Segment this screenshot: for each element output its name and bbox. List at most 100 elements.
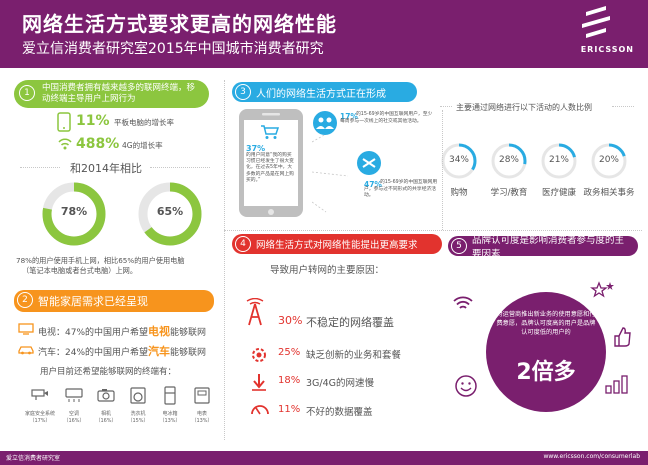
footer-bar: 爱立信消费者研究室 www.ericsson.com/consumerlab (0, 451, 648, 465)
page-title: 网络生活方式要求更高的网络性能 (22, 12, 337, 36)
page-subtitle: 爱立信消费者研究室2015年中国城市消费者研究 (22, 41, 324, 57)
reason3-label: 3G/4G的网速慢 (306, 378, 375, 389)
wifi-icon (453, 296, 473, 309)
car-stat-suffix: 能够联网 (170, 348, 207, 358)
activities-title: 主要通过网络进行以下活动的人数比例 (456, 103, 592, 112)
bubble2-pct: 47% (364, 180, 382, 189)
reason1-label: 不稳定的网络覆盖 (306, 316, 394, 329)
header-banner: 网络生活方式要求更高的网络性能 爱立信消费者研究室2015年中国城市消费者研究 … (0, 0, 648, 68)
section4-heading: 网络生活方式对网络性能提出更高要求 (256, 240, 418, 251)
footer-url[interactable]: www.ericsson.com/consumerlab (543, 453, 640, 460)
divider (612, 106, 634, 107)
section3-heading-tag: 3 人们的网络生活方式正在形成 (232, 82, 417, 102)
activity-pct: 34% (448, 155, 469, 165)
social-people-icon (313, 111, 337, 135)
meter-icon (194, 387, 210, 404)
brand-circle (486, 292, 606, 412)
device-pct: （13%） (191, 418, 213, 424)
device-pct: （15%） (127, 418, 149, 424)
4g-signal-icon (58, 138, 72, 150)
mobile-donut-value: 78% (60, 205, 88, 218)
activity-ring (541, 143, 577, 179)
device-name: 空调 (68, 411, 79, 417)
smiley-face-icon (455, 375, 477, 397)
washing-machine-icon (130, 387, 146, 404)
connector-lines (312, 133, 349, 213)
activity-pct: 20% (598, 155, 619, 165)
device-pct: （13%） (159, 418, 181, 424)
reason4-label: 不好的数据覆盖 (306, 407, 373, 418)
reason2-label: 缺乏创新的业务和套餐 (306, 350, 402, 361)
device-name: 洗衣机 (130, 411, 146, 417)
section3-heading: 人们的网络生活方式正在形成 (256, 88, 386, 100)
mobile-donut-chart (42, 182, 106, 246)
section4-heading-tag: 4 网络生活方式对网络性能提出更高要求 (232, 234, 442, 254)
bubble2-text: 的15-69岁的中国互联网用户，参与过不同形式的共享经济活动。 (364, 180, 438, 198)
reason1-pct: 30% (278, 314, 303, 327)
divider (150, 167, 210, 168)
section2-heading-tag: 2 智能家居需求已经呈现 (14, 290, 214, 312)
section5-heading-tag: 5 品牌认可度是影响消费者参与度的主要因素 (448, 235, 638, 260)
brand-circle-text: 对运营商推出新业务的使用意愿和付费意愿，品牌认可度高的用户是品牌认可度低的用户的 (496, 311, 596, 336)
device-name: 电表 (196, 411, 207, 417)
activity-pct: 21% (548, 155, 569, 165)
device-pct: （16%） (95, 418, 117, 424)
section1-heading: 中国消费者拥有越来越多的联网终端，移动终端主导用户上网行为 (42, 83, 196, 104)
share-economy-icon (357, 151, 381, 175)
footer-left-text: 爱立信消费者研究室 (6, 455, 61, 462)
section1-note-line2: （笔记本电脑或者台式电脑）上网。 (22, 266, 138, 275)
section3-number: 3 (235, 84, 251, 100)
tv-stat-highlight: 电视 (148, 325, 171, 338)
bubble1-pct: 17% (340, 112, 358, 121)
data-gauge-icon (251, 405, 269, 415)
thumbs-up-icon (614, 327, 631, 347)
bubble1-text: 的15-69岁的中国互联网用户，至少每周参与一次线上的社交或其他活动。 (340, 112, 433, 124)
brand-multiplier: 2倍多 (516, 360, 576, 385)
section1-number: 1 (19, 85, 35, 101)
activity-label: 医疗健康 (541, 188, 576, 198)
tablet-icon (57, 112, 71, 132)
shopping-cart-icon (261, 125, 280, 139)
activity-label: 学习/教育 (490, 188, 528, 198)
tv-icon (18, 323, 34, 335)
coins-chart-icon (605, 375, 628, 394)
compare-title: 和2014年相比 (70, 162, 142, 175)
dotted-separator (224, 230, 642, 231)
4g-growth-value: 488% (76, 136, 120, 152)
star-rating-icon (590, 281, 614, 298)
phone-stat-pct: 37% (246, 144, 266, 153)
reason3-pct: 18% (278, 375, 301, 386)
section5-heading: 品牌认可度是影响消费者参与度的主要因素 (472, 235, 625, 260)
reasons-title: 导致用户转网的主要原因： (270, 265, 385, 276)
car-icon (18, 346, 34, 355)
tablet-growth-label: 平板电脑的增长率 (114, 118, 174, 127)
tv-stat-prefix: 电视：47%的中国用户希望 (38, 328, 149, 338)
divider (440, 106, 452, 107)
fridge-icon (164, 386, 176, 405)
4g-growth-label: 4G的增长率 (122, 141, 163, 150)
ericsson-wordmark: ERICSSON (580, 45, 634, 54)
tv-stat-suffix: 能够联网 (170, 328, 207, 338)
activity-ring (491, 143, 527, 179)
device-pct: （16%） (63, 418, 85, 424)
car-stat-prefix: 汽车：24%的中国用户希望 (38, 348, 149, 358)
dotted-separator (224, 80, 225, 440)
activity-ring (441, 143, 477, 179)
section4-number: 4 (235, 236, 251, 252)
divider (20, 167, 60, 168)
car-stat-line: 汽车：24%的中国用户希望汽车能够联网 (38, 343, 206, 359)
tablet-growth-value: 11% (76, 113, 110, 129)
device-name: 电冰箱 (162, 411, 178, 417)
pc-donut-value: 65% (156, 205, 184, 218)
dotted-separator (442, 110, 443, 230)
slow-speed-icon (252, 374, 266, 391)
camera-icon (97, 389, 115, 402)
activity-label: 购物 (450, 188, 468, 198)
device-pct: （17%） (29, 418, 51, 424)
section5-number: 5 (451, 238, 467, 254)
air-conditioner-icon (65, 388, 83, 402)
device-name: 家庭安全系统 (24, 411, 55, 417)
reason2-pct: 25% (278, 347, 301, 358)
signal-tower-icon (246, 298, 264, 326)
activity-label: 政务相关事务 (583, 188, 635, 198)
